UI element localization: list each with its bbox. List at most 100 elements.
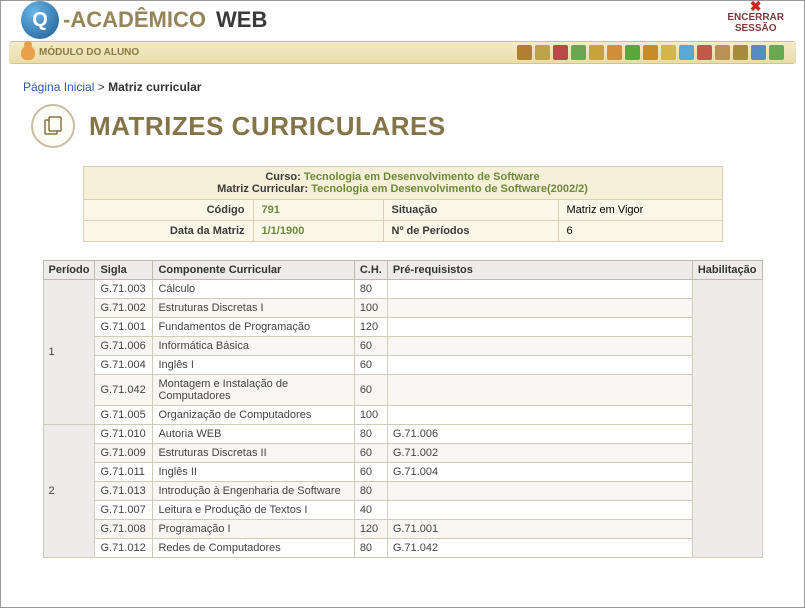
col-hab: Habilitação xyxy=(692,261,762,280)
data-value: 1/1/1900 xyxy=(253,221,383,242)
toolbar-icon-6[interactable] xyxy=(625,45,640,60)
table-row: G.71.004Inglês I60 xyxy=(43,356,762,375)
prereq-cell xyxy=(387,280,692,299)
ch-cell: 80 xyxy=(354,425,387,444)
table-row: G.71.012Redes de Computadores80 G.71.042 xyxy=(43,539,762,558)
componente-cell: Estruturas Discretas I xyxy=(153,299,354,318)
col-prereq: Pré-requisistos xyxy=(387,261,692,280)
col-periodo: Período xyxy=(43,261,95,280)
table-row: G.71.002Estruturas Discretas I100 xyxy=(43,299,762,318)
ch-cell: 40 xyxy=(354,501,387,520)
prereq-cell xyxy=(387,406,692,425)
toolbar-icon-14[interactable] xyxy=(769,45,784,60)
col-componente: Componente Curricular xyxy=(153,261,354,280)
sigla-cell: G.71.006 xyxy=(95,337,153,356)
ch-cell: 80 xyxy=(354,539,387,558)
ch-cell: 60 xyxy=(354,463,387,482)
module-label: MÓDULO DO ALUNO xyxy=(21,46,139,60)
prereq-cell: G.71.002 xyxy=(387,444,692,463)
toolbar-icons xyxy=(517,45,784,60)
toolbar-icon-11[interactable] xyxy=(715,45,730,60)
toolbar-icon-4[interactable] xyxy=(589,45,604,60)
col-sigla: Sigla xyxy=(95,261,153,280)
toolbar-icon-9[interactable] xyxy=(679,45,694,60)
toolbar-icon-1[interactable] xyxy=(535,45,550,60)
prereq-cell: G.71.006 xyxy=(387,425,692,444)
breadcrumb: Página Inicial > Matriz curricular xyxy=(23,80,782,94)
sigla-cell: G.71.011 xyxy=(95,463,153,482)
sigla-cell: G.71.013 xyxy=(95,482,153,501)
prereq-cell xyxy=(387,356,692,375)
toolbar-icon-12[interactable] xyxy=(733,45,748,60)
sigla-cell: G.71.012 xyxy=(95,539,153,558)
sigla-cell: G.71.005 xyxy=(95,406,153,425)
componente-cell: Autoria WEB xyxy=(153,425,354,444)
codigo-value: 791 xyxy=(253,200,383,221)
toolbar-icon-13[interactable] xyxy=(751,45,766,60)
table-row: G.71.042Montagem e Instalação de Computa… xyxy=(43,375,762,406)
codigo-label: Código xyxy=(83,200,253,221)
page-title-icon xyxy=(31,104,75,148)
breadcrumb-current: Matriz curricular xyxy=(108,80,201,94)
prereq-cell xyxy=(387,318,692,337)
componente-cell: Montagem e Instalação de Computadores xyxy=(153,375,354,406)
prereq-cell xyxy=(387,375,692,406)
module-bar: MÓDULO DO ALUNO xyxy=(9,41,796,64)
toolbar-icon-3[interactable] xyxy=(571,45,586,60)
nper-value: 6 xyxy=(558,221,722,242)
componente-cell: Inglês I xyxy=(153,356,354,375)
ch-cell: 80 xyxy=(354,280,387,299)
logo-brand-2: WEB xyxy=(216,7,267,33)
hab-cell xyxy=(692,280,762,558)
sigla-cell: G.71.007 xyxy=(95,501,153,520)
table-row: G.71.011Inglês II60 G.71.004 xyxy=(43,463,762,482)
col-ch: C.H. xyxy=(354,261,387,280)
toolbar-icon-0[interactable] xyxy=(517,45,532,60)
logout-label-2: SESSÃO xyxy=(727,23,784,34)
table-row: G.71.008Programação I120 G.71.001 xyxy=(43,520,762,539)
prereq-cell xyxy=(387,501,692,520)
info-table: Curso: Tecnologia em Desenvolvimento de … xyxy=(83,166,723,242)
toolbar-icon-8[interactable] xyxy=(661,45,676,60)
table-row: G.71.013Introdução à Engenharia de Softw… xyxy=(43,482,762,501)
ch-cell: 120 xyxy=(354,520,387,539)
ch-cell: 60 xyxy=(354,375,387,406)
table-row: G.71.001Fundamentos de Programação120 xyxy=(43,318,762,337)
ch-cell: 80 xyxy=(354,482,387,501)
sigla-cell: G.71.001 xyxy=(95,318,153,337)
prereq-cell xyxy=(387,482,692,501)
curriculum-grid: Período Sigla Componente Curricular C.H.… xyxy=(43,260,763,558)
componente-cell: Introdução à Engenharia de Software xyxy=(153,482,354,501)
top-bar: Q -ACADÊMICO WEB ✖ ENCERRAR SESSÃO xyxy=(1,1,804,41)
ch-cell: 120 xyxy=(354,318,387,337)
componente-cell: Programação I xyxy=(153,520,354,539)
toolbar-icon-10[interactable] xyxy=(697,45,712,60)
componente-cell: Fundamentos de Programação xyxy=(153,318,354,337)
documents-icon xyxy=(41,114,65,138)
sigla-cell: G.71.009 xyxy=(95,444,153,463)
componente-cell: Informática Básica xyxy=(153,337,354,356)
sigla-cell: G.71.003 xyxy=(95,280,153,299)
page-title-row: MATRIZES CURRICULARES xyxy=(31,104,786,148)
situacao-label: Situação xyxy=(383,200,558,221)
period-cell: 1 xyxy=(43,280,95,425)
page-title: MATRIZES CURRICULARES xyxy=(89,111,446,142)
table-row: G.71.005Organização de Computadores100 xyxy=(43,406,762,425)
componente-cell: Organização de Computadores xyxy=(153,406,354,425)
componente-cell: Inglês II xyxy=(153,463,354,482)
toolbar-icon-5[interactable] xyxy=(607,45,622,60)
componente-cell: Estruturas Discretas II xyxy=(153,444,354,463)
componente-cell: Redes de Computadores xyxy=(153,539,354,558)
curso-value: Tecnologia em Desenvolvimento de Softwar… xyxy=(304,171,540,183)
componente-cell: Cálculo xyxy=(153,280,354,299)
prereq-cell xyxy=(387,299,692,318)
ch-cell: 100 xyxy=(354,299,387,318)
breadcrumb-home-link[interactable]: Página Inicial xyxy=(23,80,94,94)
toolbar-icon-7[interactable] xyxy=(643,45,658,60)
toolbar-icon-2[interactable] xyxy=(553,45,568,60)
module-label-text: MÓDULO DO ALUNO xyxy=(39,47,139,58)
ch-cell: 60 xyxy=(354,356,387,375)
sigla-cell: G.71.010 xyxy=(95,425,153,444)
nper-label: Nº de Períodos xyxy=(383,221,558,242)
logout-button[interactable]: ✖ ENCERRAR SESSÃO xyxy=(727,1,784,34)
